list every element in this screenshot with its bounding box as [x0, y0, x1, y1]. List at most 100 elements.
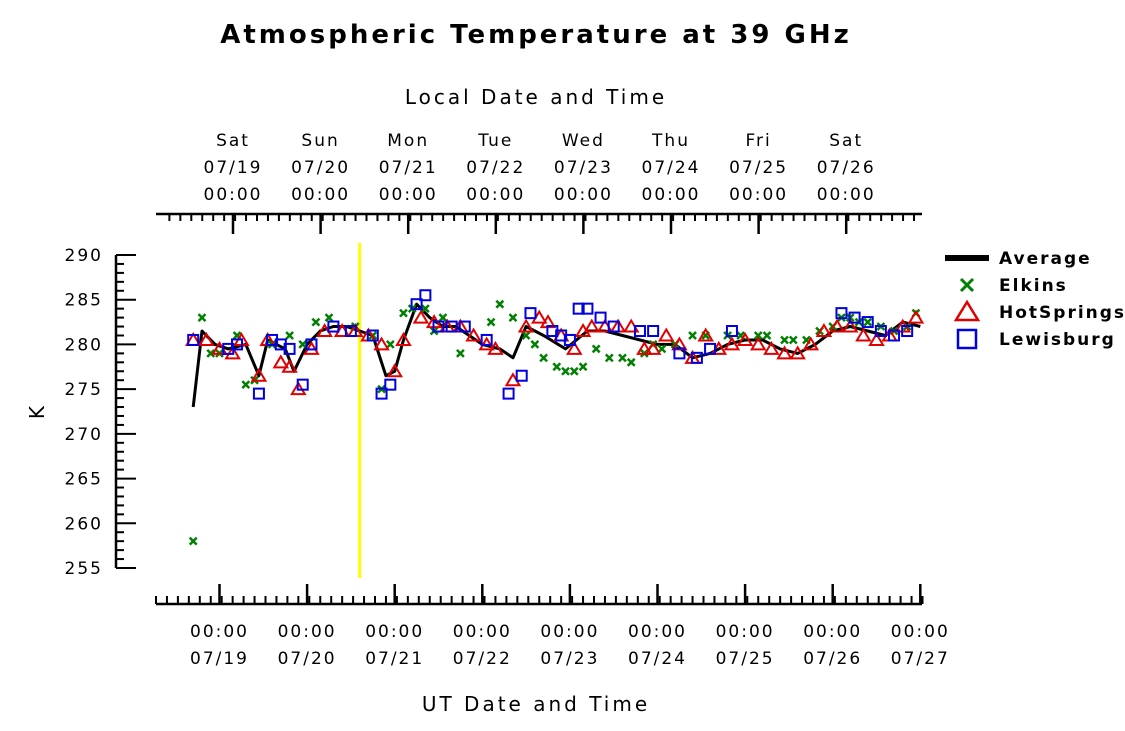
legend-label-hotsprings: HotSprings — [999, 303, 1125, 323]
elkins-point — [591, 344, 601, 354]
elkins-point — [688, 331, 697, 340]
elkins-point — [285, 331, 294, 340]
bottom-tick-date-label: 07/23 — [540, 649, 599, 669]
lewisburg-point — [633, 325, 646, 338]
hotsprings-point — [671, 336, 688, 351]
elkins-point — [657, 344, 667, 354]
top-tick-day-label: Wed — [562, 131, 605, 151]
hotsprings-point — [373, 336, 390, 351]
bottom-tick-time-label: 00:00 — [716, 622, 775, 642]
y-tick-label: 285 — [65, 291, 103, 311]
top-tick-day-label: Thu — [651, 131, 690, 151]
hotsprings-point — [868, 331, 885, 346]
lewisburg-point — [901, 325, 914, 338]
hotsprings-point — [250, 367, 268, 382]
chart-title: Atmospheric Temperature at 39 GHz — [220, 20, 852, 50]
elkins-point — [324, 313, 334, 322]
lewisburg-point — [432, 320, 445, 333]
x-axis-label: UT Date and Time — [422, 692, 650, 716]
hotsprings-point — [566, 340, 583, 355]
lewisburg-point — [704, 342, 717, 355]
elkins-point — [578, 362, 588, 372]
lewisburg-point — [563, 333, 576, 346]
top-tick-day-label: Sun — [301, 131, 339, 151]
legend-swatch-elkins — [959, 277, 975, 293]
plot-marks — [184, 243, 925, 578]
top-tick-day-label: Fri — [745, 131, 771, 151]
lewisburg-point — [283, 342, 296, 355]
legend-swatch-lewisburg — [956, 328, 978, 350]
top-tick-date-label: 07/21 — [379, 158, 438, 178]
elkins-point — [456, 348, 465, 358]
lewisburg-point — [252, 387, 265, 400]
elkins-point — [241, 380, 251, 390]
lewisburg-point — [594, 311, 607, 324]
hotsprings-point — [697, 327, 714, 342]
elkins-point — [298, 340, 308, 349]
bottom-tick-date-label: 07/25 — [716, 649, 775, 669]
lewisburg-point — [888, 329, 901, 342]
elkins-point — [539, 353, 549, 363]
hotsprings-point — [281, 358, 298, 373]
hotsprings-point — [224, 345, 241, 360]
top-tick-time-label: 00:00 — [729, 185, 788, 205]
bottom-tick-date-label: 07/21 — [365, 649, 424, 669]
lewisburg-point — [848, 311, 861, 324]
legend-label-lewisburg: Lewisburg — [999, 330, 1116, 350]
bottom-tick-time-label: 00:00 — [278, 622, 337, 642]
top-tick-time-label: 00:00 — [379, 185, 438, 205]
hotsprings-point — [487, 340, 504, 355]
lewisburg-point — [419, 289, 432, 302]
top-tick-date-label: 07/24 — [642, 158, 701, 178]
top-tick-day-label: Sat — [829, 131, 863, 151]
top-tick-day-label: Tue — [477, 131, 513, 151]
y-tick-label: 255 — [65, 559, 103, 579]
hotsprings-point — [658, 327, 675, 342]
y-tick-label: 270 — [65, 425, 103, 445]
lewisburg-point — [515, 369, 528, 382]
top-tick-date-label: 07/22 — [466, 158, 525, 178]
hotsprings-point — [303, 340, 320, 355]
lewisburg-point — [874, 325, 887, 338]
elkins-point — [552, 362, 562, 372]
lewisburg-point — [861, 316, 874, 329]
lewisburg-point — [187, 333, 200, 346]
legend-swatch-hotsprings — [953, 299, 981, 322]
lewisburg-point — [410, 298, 423, 311]
bottom-tick-date-label: 07/27 — [891, 649, 950, 669]
hotsprings-point — [465, 327, 482, 342]
elkins-point — [569, 366, 579, 376]
top-tick-time-label: 00:00 — [642, 185, 701, 205]
legend-label-average: Average — [999, 249, 1092, 269]
elkins-point — [438, 313, 448, 322]
axes: Sat 07/19 00:00 Sun 07/20 00:00 Mon 07/21 00:00 T… — [65, 131, 950, 669]
top-tick-day-label: Sat — [216, 131, 250, 151]
elkins-point — [618, 353, 627, 363]
elkins-point — [788, 335, 798, 345]
bottom-tick-time-label: 00:00 — [891, 622, 950, 642]
lewisburg-point — [375, 387, 388, 400]
hotsprings-point — [776, 345, 793, 360]
elkins-point — [495, 299, 505, 309]
bottom-tick-date-label: 07/22 — [453, 649, 512, 669]
hotsprings-point — [272, 354, 290, 369]
lewisburg-point — [673, 347, 686, 360]
hotsprings-point — [412, 309, 430, 324]
hotsprings-point — [841, 318, 859, 333]
elkins-point — [626, 357, 636, 367]
elkins-point — [420, 304, 430, 314]
elkins-point — [561, 366, 570, 376]
elkins-point — [486, 317, 496, 327]
bottom-tick-date-label: 07/19 — [190, 649, 249, 669]
bottom-tick-date-label: 07/20 — [278, 649, 337, 669]
lewisburg-point — [445, 320, 458, 333]
bottom-tick-time-label: 00:00 — [453, 622, 512, 642]
lewisburg-point — [835, 307, 848, 320]
y-axis-label: K — [25, 403, 49, 419]
hotsprings-point — [828, 318, 846, 333]
bottom-tick-date-label: 07/24 — [628, 649, 687, 669]
elkins-point — [508, 313, 518, 322]
top-tick-time-label: 00:00 — [291, 185, 350, 205]
